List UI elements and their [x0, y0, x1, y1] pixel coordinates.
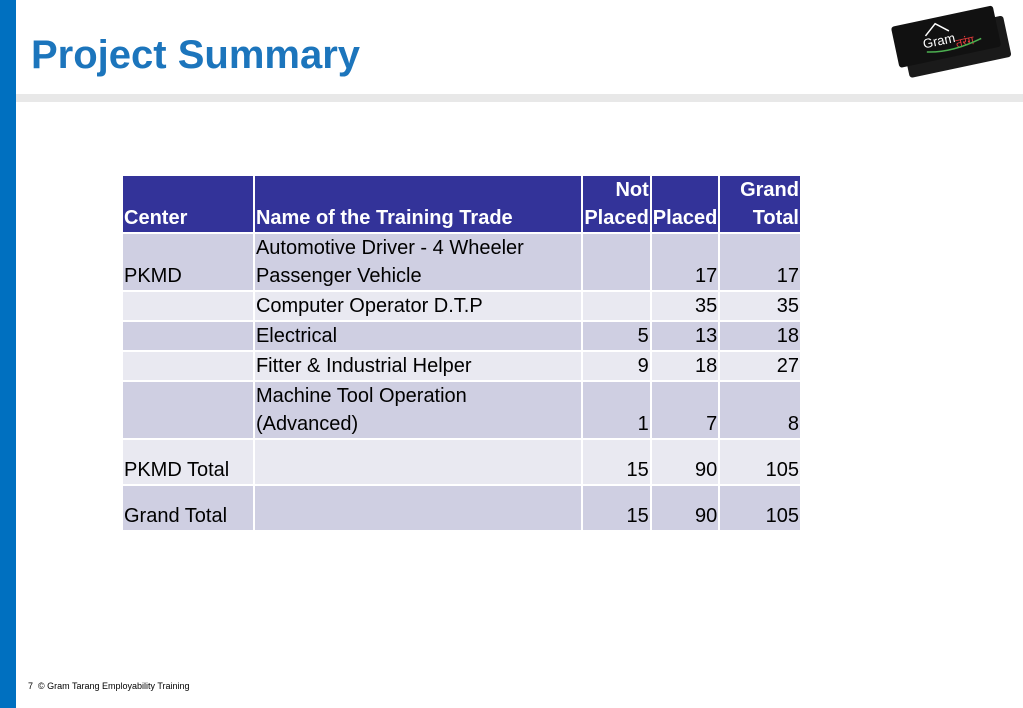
cell-center — [121, 290, 255, 322]
cell-center — [121, 350, 255, 382]
cell-grand-total: 17 — [718, 232, 802, 292]
project-summary-table: Center Name of the Training Trade Not Pla… — [121, 174, 802, 532]
table-header-row: Center Name of the Training Trade Not Pla… — [121, 174, 802, 234]
cell-placed: 7 — [649, 380, 721, 440]
gram-tarang-logo: Gram तरंग — [891, 5, 1012, 78]
cell-placed: 17 — [649, 232, 721, 292]
cell-grand-total: 105 — [718, 438, 802, 486]
cell-center-total-label: PKMD Total — [121, 438, 255, 486]
cell-grand-total: 18 — [718, 320, 802, 352]
cell-grand-total: 105 — [718, 484, 802, 532]
logo-text-gram: Gram — [922, 30, 957, 51]
cell-placed: 35 — [649, 290, 721, 322]
table-row: Computer Operator D.T.P 35 35 — [121, 290, 802, 322]
header-center: Center — [121, 174, 255, 234]
slide-title: Project Summary — [31, 33, 361, 77]
title-divider — [16, 94, 1023, 102]
cell-not-placed: 5 — [581, 320, 652, 352]
cell-placed: 13 — [649, 320, 721, 352]
left-accent-bar — [0, 0, 16, 708]
cell-trade: Automotive Driver - 4 Wheeler Passenger V… — [252, 232, 584, 292]
cell-center — [121, 380, 255, 440]
table-row: PKMD Automotive Driver - 4 Wheeler Passen… — [121, 232, 802, 292]
logo-text-tarang: तरंग — [954, 33, 975, 51]
cell-trade: Fitter & Industrial Helper — [252, 350, 584, 382]
cell-placed: 90 — [649, 438, 721, 486]
cell-not-placed: 15 — [581, 438, 652, 486]
cell-not-placed — [581, 290, 652, 322]
header-trade: Name of the Training Trade — [252, 174, 584, 234]
cell-trade: Computer Operator D.T.P — [252, 290, 584, 322]
cell-grand-total: 27 — [718, 350, 802, 382]
cell-center — [121, 320, 255, 352]
grand-total-row: Grand Total 15 90 105 — [121, 484, 802, 532]
table-row: Electrical 5 13 18 — [121, 320, 802, 352]
cell-grand-total-label: Grand Total — [121, 484, 255, 532]
header-placed: Placed — [649, 174, 721, 234]
cell-trade — [252, 438, 584, 486]
cell-grand-total: 8 — [718, 380, 802, 440]
cell-not-placed: 1 — [581, 380, 652, 440]
header-not-placed: Not Placed — [581, 174, 652, 234]
cell-trade: Machine Tool Operation (Advanced) — [252, 380, 584, 440]
page-number: 7 — [28, 681, 34, 691]
cell-not-placed — [581, 232, 652, 292]
cell-grand-total: 35 — [718, 290, 802, 322]
center-total-row: PKMD Total 15 90 105 — [121, 438, 802, 486]
copyright-text: © Gram Tarang Employability Training — [38, 681, 190, 691]
table-row: Fitter & Industrial Helper 9 18 27 — [121, 350, 802, 382]
cell-trade: Electrical — [252, 320, 584, 352]
cell-placed: 90 — [649, 484, 721, 532]
cell-placed: 18 — [649, 350, 721, 382]
slide-footer: 7 © Gram Tarang Employability Training — [28, 681, 190, 691]
cell-not-placed: 9 — [581, 350, 652, 382]
cell-center: PKMD — [121, 232, 255, 292]
header-grand-total: Grand Total — [718, 174, 802, 234]
table-row: Machine Tool Operation (Advanced) 1 7 8 — [121, 380, 802, 440]
cell-trade — [252, 484, 584, 532]
cell-not-placed: 15 — [581, 484, 652, 532]
